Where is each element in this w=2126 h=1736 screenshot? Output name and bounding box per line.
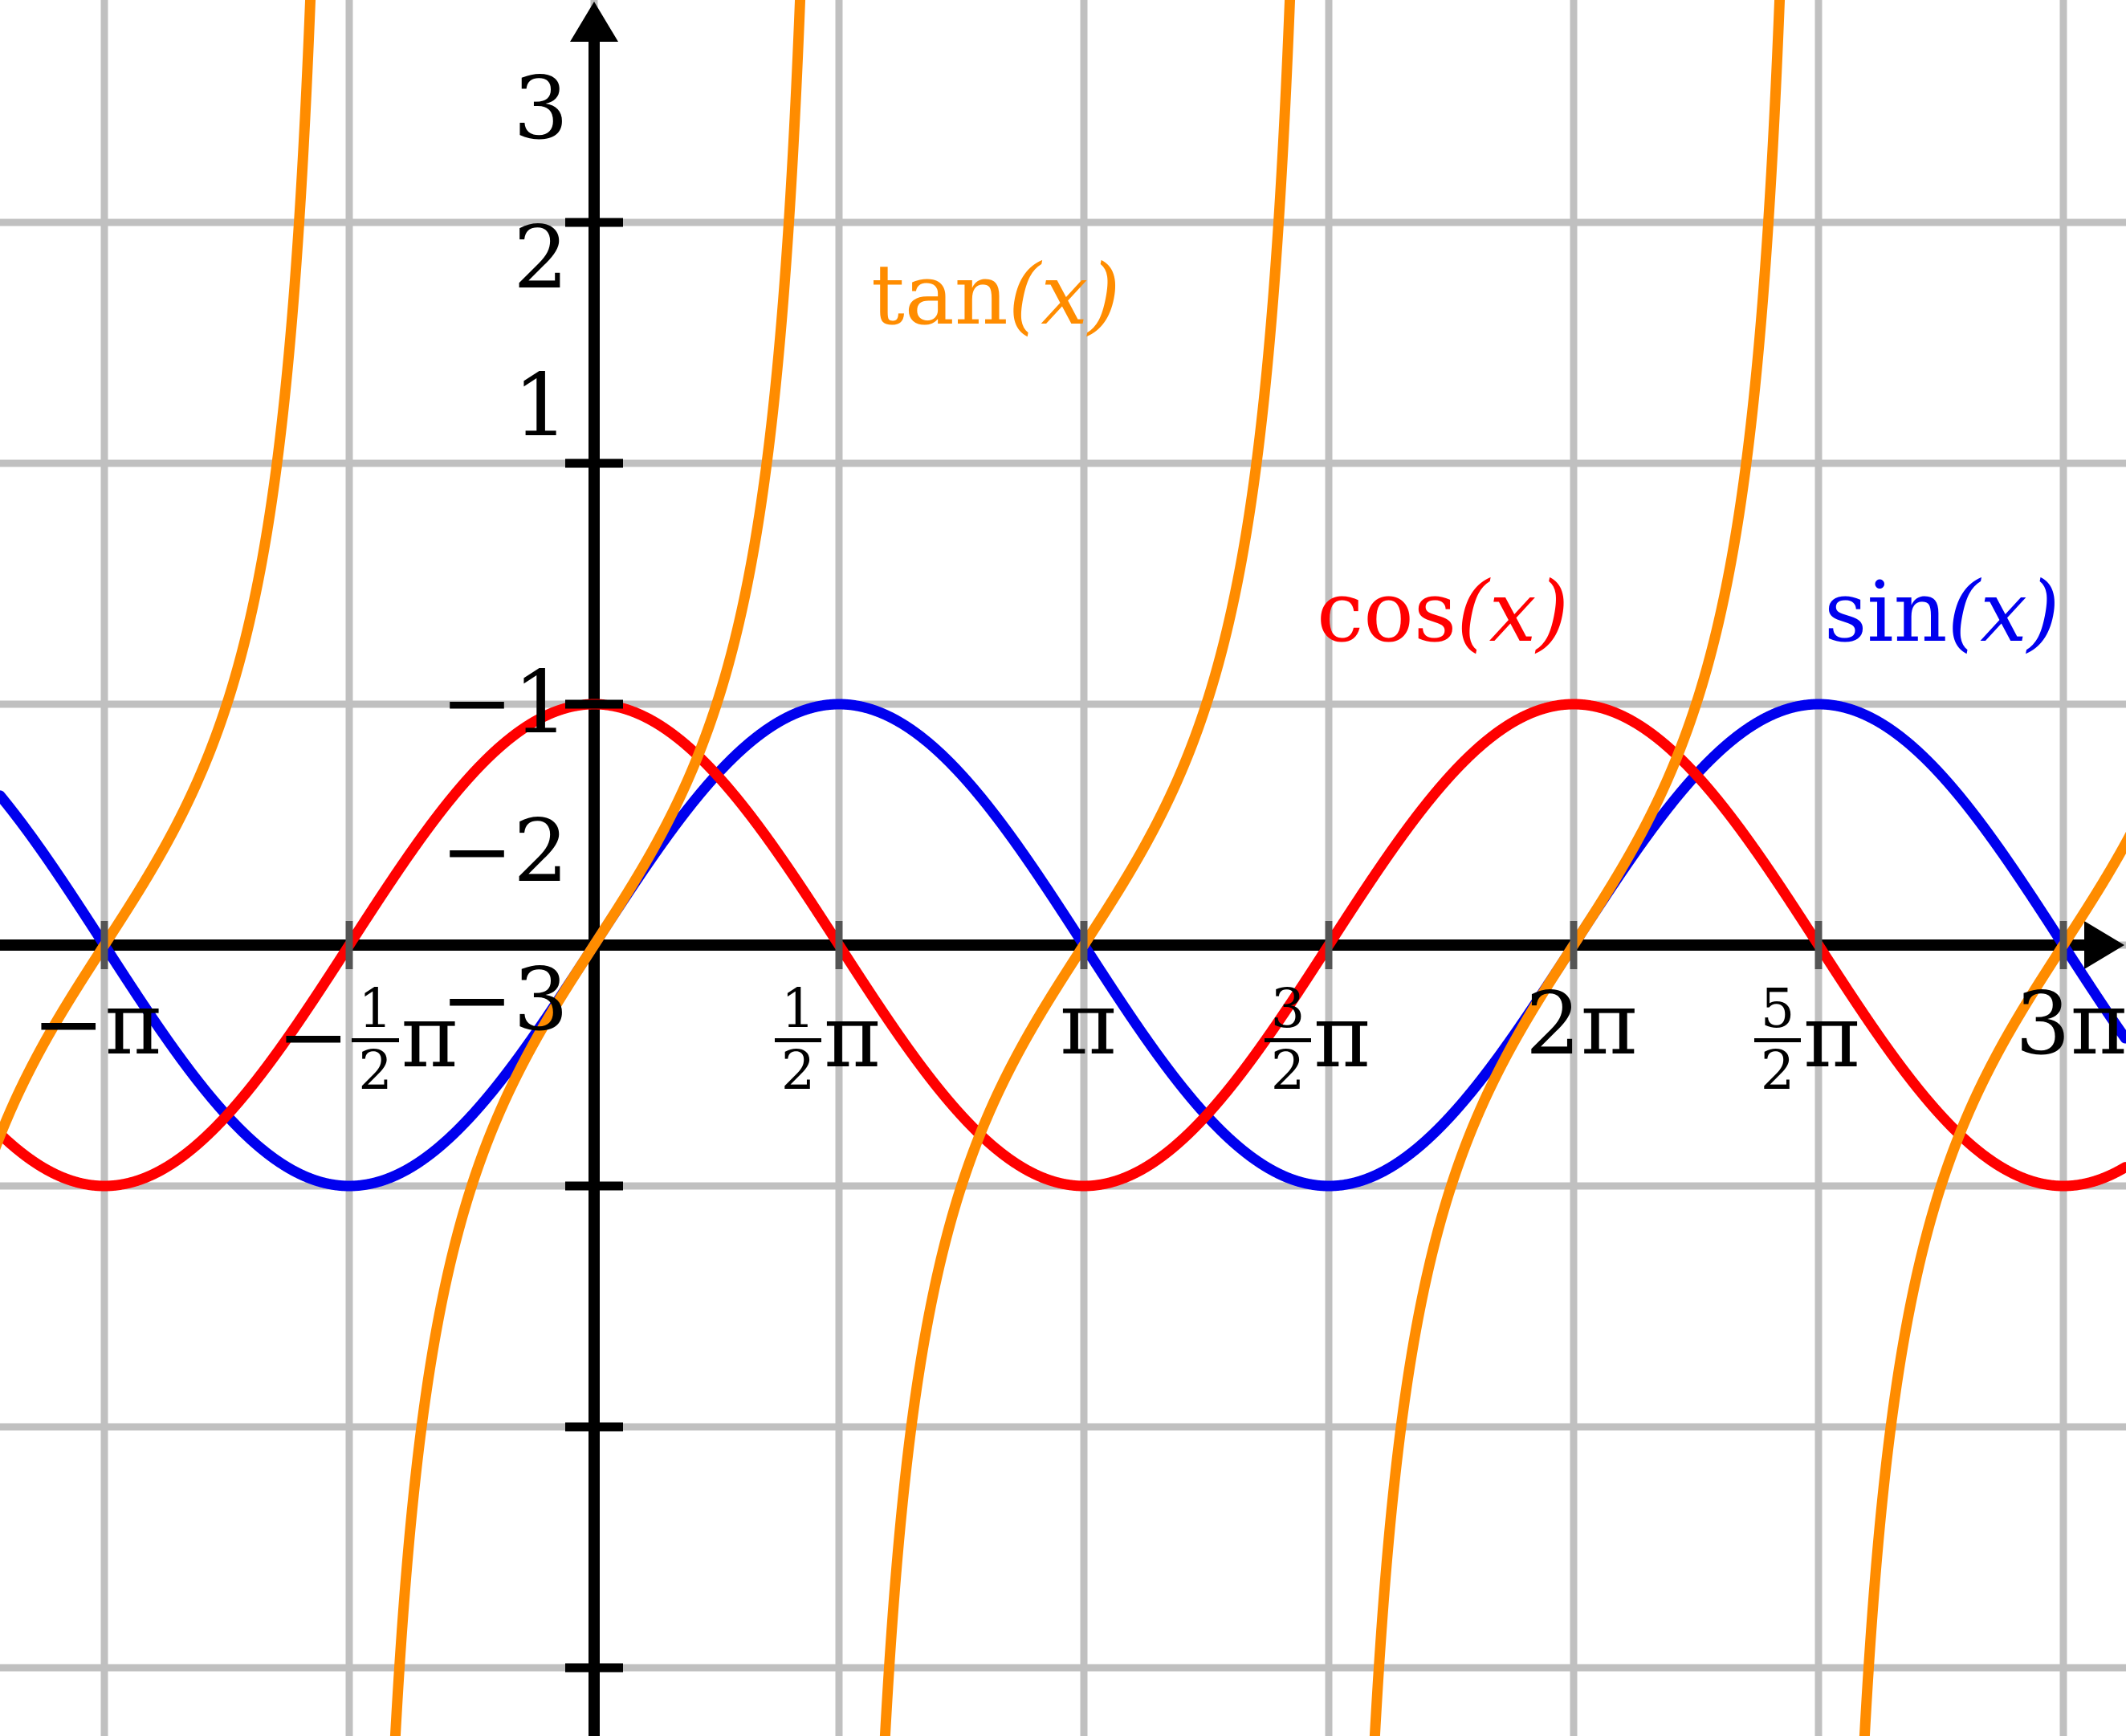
curve-cos (0, 699, 2126, 1192)
x-tick-label-pi: π (1060, 981, 1117, 1068)
x-tick-label-neg-half-pi: −1 2 π (277, 980, 458, 1102)
x-tick-label-three-pi: 3π (2015, 981, 2126, 1068)
y-tick-label-neg1: −1 (440, 653, 568, 753)
x-axis-arrowhead (2084, 921, 2124, 969)
curve-tan-branch (389, 0, 806, 1736)
cos-arg: (x) (1456, 563, 1570, 661)
denominator: 2 (1270, 1039, 1305, 1102)
numerator: 5 (1753, 980, 1802, 1042)
y-tick-label-neg3: −3 (440, 950, 568, 1050)
tan-arg: (x) (1008, 246, 1121, 344)
y-tick-label-2: 2 (513, 208, 568, 308)
denominator: 2 (1760, 1039, 1795, 1102)
pi-glyph: π (1313, 987, 1370, 1088)
y-tick-label-1: 1 (513, 356, 568, 456)
series-label-cos: cos(x) (1317, 570, 1569, 654)
sin-arg: (x) (1947, 563, 2060, 661)
series-label-tan: tan(x) (871, 253, 1121, 336)
x-tick-label-two-pi: 2π (1525, 981, 1638, 1068)
minus-sign: − (32, 974, 105, 1074)
y-axis-arrowhead (570, 2, 618, 42)
x-tick-label-neg-pi: −π (32, 981, 161, 1068)
y-tick-label-neg2: −2 (440, 801, 568, 902)
tick-marks-layer (100, 218, 2067, 1673)
numerator: 3 (1264, 980, 1312, 1042)
denominator: 2 (358, 1039, 393, 1102)
pi-glyph: π (401, 987, 458, 1088)
pi-glyph: π (1580, 974, 1638, 1074)
curve-tan-branch (1859, 831, 2126, 1736)
cos-fn-name: cos (1317, 563, 1457, 661)
curve-tan-branch (0, 0, 316, 1151)
minus-sign: − (277, 987, 350, 1088)
pi-glyph: π (1060, 974, 1117, 1074)
tan-fn-name: tan (871, 246, 1008, 344)
pi-glyph: π (104, 974, 162, 1074)
y-tick-label-3: 3 (513, 59, 568, 159)
coefficient: 2 (1525, 974, 1581, 1074)
numerator: 1 (774, 980, 822, 1042)
numerator: 1 (352, 980, 399, 1042)
coefficient: 3 (2015, 974, 2071, 1074)
denominator: 2 (780, 1039, 816, 1102)
pi-glyph: π (824, 987, 881, 1088)
pi-glyph: π (2070, 974, 2126, 1074)
curve-sin (0, 699, 2126, 1192)
pi-glyph: π (1803, 987, 1860, 1088)
series-label-sin: sin(x) (1824, 570, 2059, 654)
sin-fn-name: sin (1824, 563, 1948, 661)
